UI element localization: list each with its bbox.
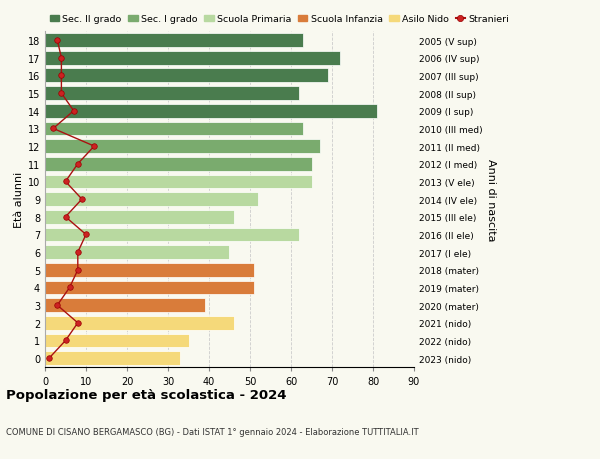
Bar <box>45 193 258 207</box>
Bar <box>45 228 299 242</box>
Bar <box>45 352 180 365</box>
Bar <box>45 334 188 347</box>
Bar <box>45 122 303 136</box>
Bar <box>45 263 254 277</box>
Bar <box>45 246 229 259</box>
Bar <box>45 34 303 48</box>
Text: Popolazione per età scolastica - 2024: Popolazione per età scolastica - 2024 <box>6 388 287 401</box>
Y-axis label: Anni di nascita: Anni di nascita <box>487 158 496 241</box>
Bar <box>45 299 205 313</box>
Bar <box>45 281 254 295</box>
Bar <box>45 87 299 101</box>
Legend: Sec. II grado, Sec. I grado, Scuola Primaria, Scuola Infanzia, Asilo Nido, Stran: Sec. II grado, Sec. I grado, Scuola Prim… <box>50 15 509 24</box>
Bar <box>45 175 311 189</box>
Bar <box>45 210 233 224</box>
Bar <box>45 105 377 118</box>
Bar <box>45 140 320 154</box>
Text: COMUNE DI CISANO BERGAMASCO (BG) - Dati ISTAT 1° gennaio 2024 - Elaborazione TUT: COMUNE DI CISANO BERGAMASCO (BG) - Dati … <box>6 427 419 436</box>
Bar <box>45 52 340 66</box>
Bar <box>45 69 328 83</box>
Y-axis label: Età alunni: Età alunni <box>14 172 23 228</box>
Bar <box>45 316 233 330</box>
Bar <box>45 157 311 171</box>
